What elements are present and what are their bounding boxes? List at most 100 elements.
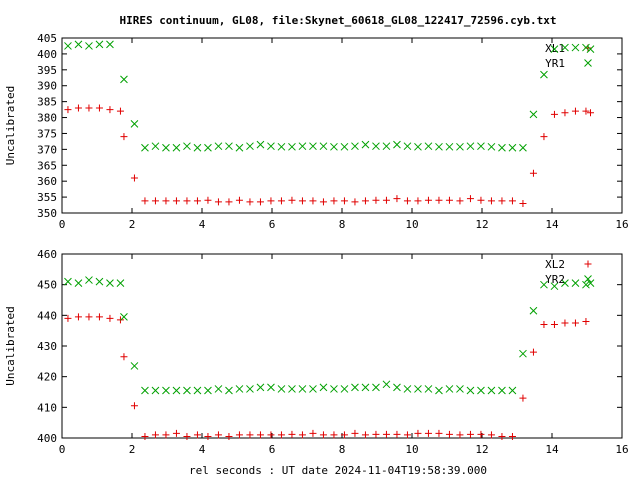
data-point bbox=[561, 43, 569, 52]
data-point bbox=[277, 142, 286, 151]
data-point bbox=[246, 385, 254, 393]
data-point bbox=[277, 197, 285, 205]
data-point bbox=[225, 386, 233, 395]
data-point bbox=[141, 432, 149, 440]
data-point bbox=[298, 385, 307, 393]
data-point bbox=[508, 386, 517, 395]
data-point bbox=[445, 385, 454, 393]
data-point bbox=[204, 386, 212, 395]
legend-label: YR2 bbox=[545, 273, 565, 286]
data-point bbox=[204, 432, 212, 440]
data-point bbox=[141, 143, 149, 152]
data-point bbox=[214, 198, 222, 206]
data-point bbox=[277, 431, 285, 439]
data-point bbox=[95, 104, 103, 112]
data-point bbox=[519, 199, 527, 207]
data-point bbox=[582, 317, 590, 325]
data-point bbox=[235, 431, 243, 439]
data-point bbox=[435, 142, 443, 151]
data-point bbox=[256, 140, 265, 149]
data-point bbox=[382, 142, 391, 151]
data-point bbox=[130, 362, 139, 370]
x-tick-label: 8 bbox=[339, 218, 346, 231]
data-point bbox=[267, 197, 275, 205]
data-point bbox=[445, 430, 453, 438]
x-tick-label: 4 bbox=[199, 443, 206, 456]
data-point bbox=[277, 385, 286, 393]
data-point bbox=[151, 197, 159, 205]
data-point bbox=[309, 142, 317, 151]
data-point bbox=[298, 197, 306, 205]
data-point bbox=[330, 142, 338, 151]
data-point bbox=[424, 385, 433, 393]
data-point bbox=[120, 313, 128, 321]
y-tick-label: 390 bbox=[37, 80, 57, 93]
data-point bbox=[372, 430, 380, 438]
data-point bbox=[466, 195, 474, 203]
data-point bbox=[540, 321, 548, 329]
data-point bbox=[193, 431, 201, 439]
data-point bbox=[351, 142, 359, 151]
data-point bbox=[477, 430, 485, 438]
x-tick-label: 4 bbox=[199, 218, 206, 231]
data-point bbox=[519, 349, 527, 358]
data-point bbox=[351, 198, 359, 206]
data-point bbox=[64, 106, 72, 114]
data-point bbox=[120, 133, 128, 141]
data-point bbox=[151, 431, 159, 439]
data-point bbox=[330, 385, 338, 393]
x-tick-label: 0 bbox=[59, 218, 66, 231]
plot-frame bbox=[61, 253, 623, 439]
x-tick-label: 6 bbox=[269, 443, 276, 456]
data-point bbox=[116, 279, 125, 287]
data-point bbox=[151, 386, 160, 395]
y-tick-label: 350 bbox=[37, 207, 57, 220]
data-point bbox=[372, 383, 380, 392]
data-point bbox=[477, 142, 485, 151]
data-point bbox=[361, 197, 369, 205]
data-point bbox=[466, 430, 474, 438]
data-point bbox=[172, 386, 181, 395]
data-point bbox=[582, 107, 590, 115]
data-point bbox=[587, 109, 594, 117]
data-point bbox=[193, 386, 202, 395]
data-point bbox=[414, 142, 422, 151]
data-point bbox=[550, 321, 558, 329]
data-point bbox=[319, 198, 327, 206]
series-XL1 bbox=[64, 104, 594, 207]
y-tick-label: 385 bbox=[37, 96, 57, 109]
data-point bbox=[141, 386, 149, 395]
data-point bbox=[288, 430, 296, 438]
data-point bbox=[183, 197, 191, 205]
data-point bbox=[445, 196, 453, 204]
data-point bbox=[225, 142, 233, 151]
data-point bbox=[540, 133, 548, 141]
data-point bbox=[74, 104, 82, 112]
data-point bbox=[508, 197, 516, 205]
x-tick-label: 6 bbox=[269, 218, 276, 231]
series-YR1 bbox=[64, 40, 595, 152]
data-point bbox=[130, 174, 138, 182]
data-point bbox=[267, 383, 275, 392]
data-point bbox=[85, 313, 93, 321]
data-point bbox=[330, 197, 338, 205]
data-point bbox=[214, 385, 223, 393]
data-point bbox=[288, 142, 296, 151]
data-point bbox=[214, 431, 222, 439]
data-point bbox=[214, 142, 223, 151]
x-tick-label: 14 bbox=[545, 443, 559, 456]
data-point bbox=[414, 197, 422, 205]
data-point bbox=[246, 198, 254, 206]
data-point bbox=[382, 196, 390, 204]
data-point bbox=[540, 280, 548, 289]
data-point bbox=[85, 276, 93, 284]
data-point bbox=[456, 385, 464, 393]
data-point bbox=[204, 196, 212, 204]
y-tick-label: 405 bbox=[37, 32, 57, 45]
data-point bbox=[456, 431, 464, 439]
x-tick-label: 2 bbox=[129, 218, 136, 231]
y-tick-label: 420 bbox=[37, 371, 57, 384]
data-point bbox=[246, 142, 254, 151]
data-point bbox=[235, 385, 244, 393]
